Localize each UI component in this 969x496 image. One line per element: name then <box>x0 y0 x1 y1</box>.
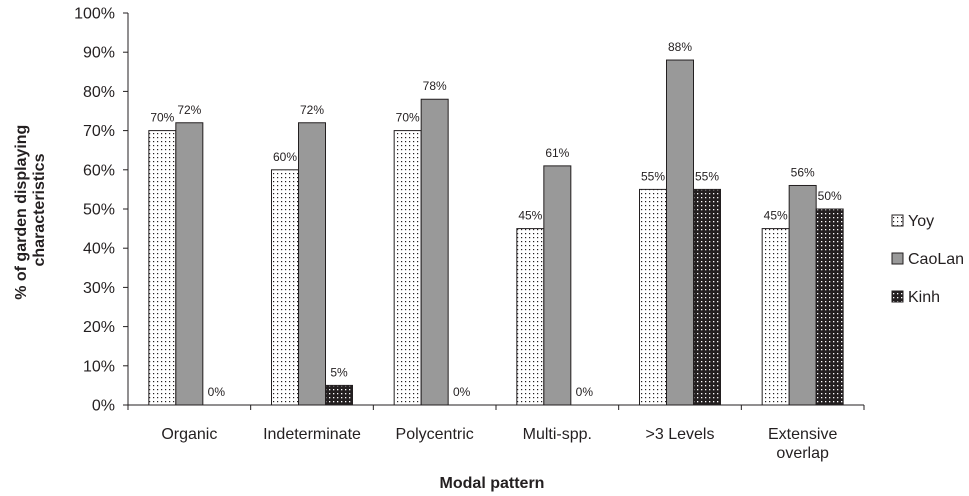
legend-swatch-yoy <box>891 214 904 227</box>
x-tick-label: Organic <box>161 426 217 443</box>
bar-kinh <box>325 384 353 406</box>
y-tick-label: 30% <box>83 280 115 297</box>
bar-yoy <box>639 188 667 406</box>
y-tick-label: 90% <box>83 45 115 62</box>
y-tick-label: 80% <box>83 84 115 101</box>
data-label-kinh: 0% <box>453 385 471 399</box>
legend-swatch-caolan <box>891 252 904 265</box>
data-label-kinh: 50% <box>818 189 842 203</box>
y-axis-title: % of garden displaying characteristics <box>13 120 48 300</box>
data-label-yoy: 45% <box>764 209 788 223</box>
data-label-kinh: 0% <box>576 385 594 399</box>
data-label-yoy: 55% <box>641 169 665 183</box>
data-label-yoy: 70% <box>150 111 174 125</box>
y-tick-label: 10% <box>83 358 115 375</box>
bar-yoy <box>516 228 545 406</box>
bar-yoy <box>761 228 790 406</box>
y-tick-label: 60% <box>83 162 115 179</box>
x-tick-label: >3 Levels <box>646 426 715 443</box>
bar-caolan <box>420 98 449 406</box>
data-label-kinh: 55% <box>695 169 719 183</box>
bar-caolan <box>788 184 817 406</box>
x-axis-title: Modal pattern <box>440 475 545 492</box>
data-label-yoy: 60% <box>273 150 297 164</box>
y-tick-label: 50% <box>83 202 115 219</box>
data-label-yoy: 45% <box>518 209 542 223</box>
legend-label-kinh: Kinh <box>908 289 940 306</box>
bar-caolan <box>175 122 204 406</box>
legend-label-caolan: CaoLan <box>908 251 964 268</box>
y-tick-label: 70% <box>83 123 115 140</box>
bar-caolan <box>543 165 572 406</box>
x-axis: Organic Indeterminate Polycentric Multi-spp… <box>127 404 865 462</box>
y-tick-label: 40% <box>83 241 115 258</box>
y-tick-label: 100% <box>74 6 115 23</box>
y-axis-title-line-2: characteristics <box>31 153 48 266</box>
bars <box>148 59 844 406</box>
y-tick-label: 20% <box>83 319 115 336</box>
y-axis: 0% 10% 20% 30% 40% 50% 60% 70% 80% 90% 100% <box>74 6 129 415</box>
bar-caolan <box>298 122 326 406</box>
data-label-kinh: 0% <box>208 385 226 399</box>
data-label-caolan: 61% <box>545 146 569 160</box>
data-label-kinh: 5% <box>330 365 348 379</box>
bar-kinh <box>693 188 721 406</box>
data-label-caolan: 78% <box>423 79 447 93</box>
bar-yoy <box>393 130 422 406</box>
data-label-caolan: 56% <box>791 165 815 179</box>
legend: Yoy CaoLan Kinh <box>891 213 964 306</box>
legend-label-yoy: Yoy <box>908 213 934 230</box>
data-label-caolan: 72% <box>300 103 324 117</box>
y-axis-title-line-1: % of garden displaying <box>13 125 30 300</box>
bar-caolan <box>666 59 694 406</box>
x-tick-label: Extensive overlap <box>768 426 837 462</box>
data-label-yoy: 70% <box>396 111 420 125</box>
y-tick-label: 0% <box>92 398 115 415</box>
bar-kinh <box>815 208 844 406</box>
data-label-caolan: 88% <box>668 40 692 54</box>
bar-yoy <box>148 130 177 406</box>
x-tick-label: Multi-spp. <box>523 426 592 443</box>
data-label-caolan: 72% <box>177 103 201 117</box>
x-tick-label: Indeterminate <box>263 426 361 443</box>
data-labels: 70% 60% 70% 45% 55% 45% 72% 72% 78% 61% 88% 56% 0% 5%… <box>150 40 842 399</box>
bar-yoy <box>271 169 299 406</box>
legend-swatch-kinh <box>891 290 904 303</box>
x-tick-label: Polycentric <box>396 426 474 443</box>
